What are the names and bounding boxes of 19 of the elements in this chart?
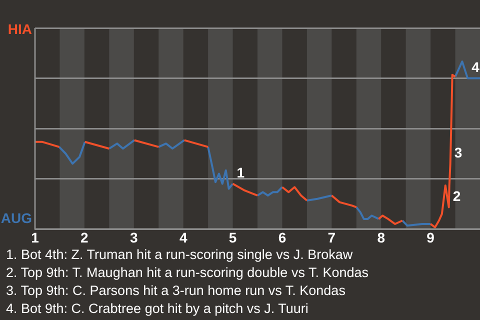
- x-tick-label: 2: [80, 229, 89, 246]
- text: 1. Bot 4th: Z. Truman hit a run-scoring single vs J. Brokaw: [6, 246, 354, 264]
- x-tick-label: 8: [377, 229, 386, 246]
- text: AUG: [0, 210, 32, 226]
- text: 4. Bot 9th: C. Crabtree got hit by a pitch vs J. Tuuri: [6, 300, 310, 318]
- x-tick-label: 1: [31, 229, 40, 246]
- annotation: 3: [454, 144, 462, 161]
- text: 2. Top 9th: T. Maughan hit a run-scoring double vs T. Kondas: [6, 264, 370, 282]
- annotation: 2: [452, 188, 461, 204]
- text: 3. Top 9th: C. Parsons hit a 3-run home run vs T. Kondas: [6, 282, 346, 300]
- x-tick-label: 3: [130, 229, 138, 246]
- text: HIA: [8, 20, 32, 37]
- x-tick-label: 9: [426, 229, 435, 246]
- x-tick-label: 6: [278, 229, 286, 246]
- x-tick-label: 5: [228, 229, 237, 246]
- annotation: 1: [236, 164, 245, 181]
- x-tick-label: 7: [328, 229, 336, 246]
- annotation: 4: [472, 59, 480, 76]
- x-tick-label: 4: [179, 229, 188, 246]
